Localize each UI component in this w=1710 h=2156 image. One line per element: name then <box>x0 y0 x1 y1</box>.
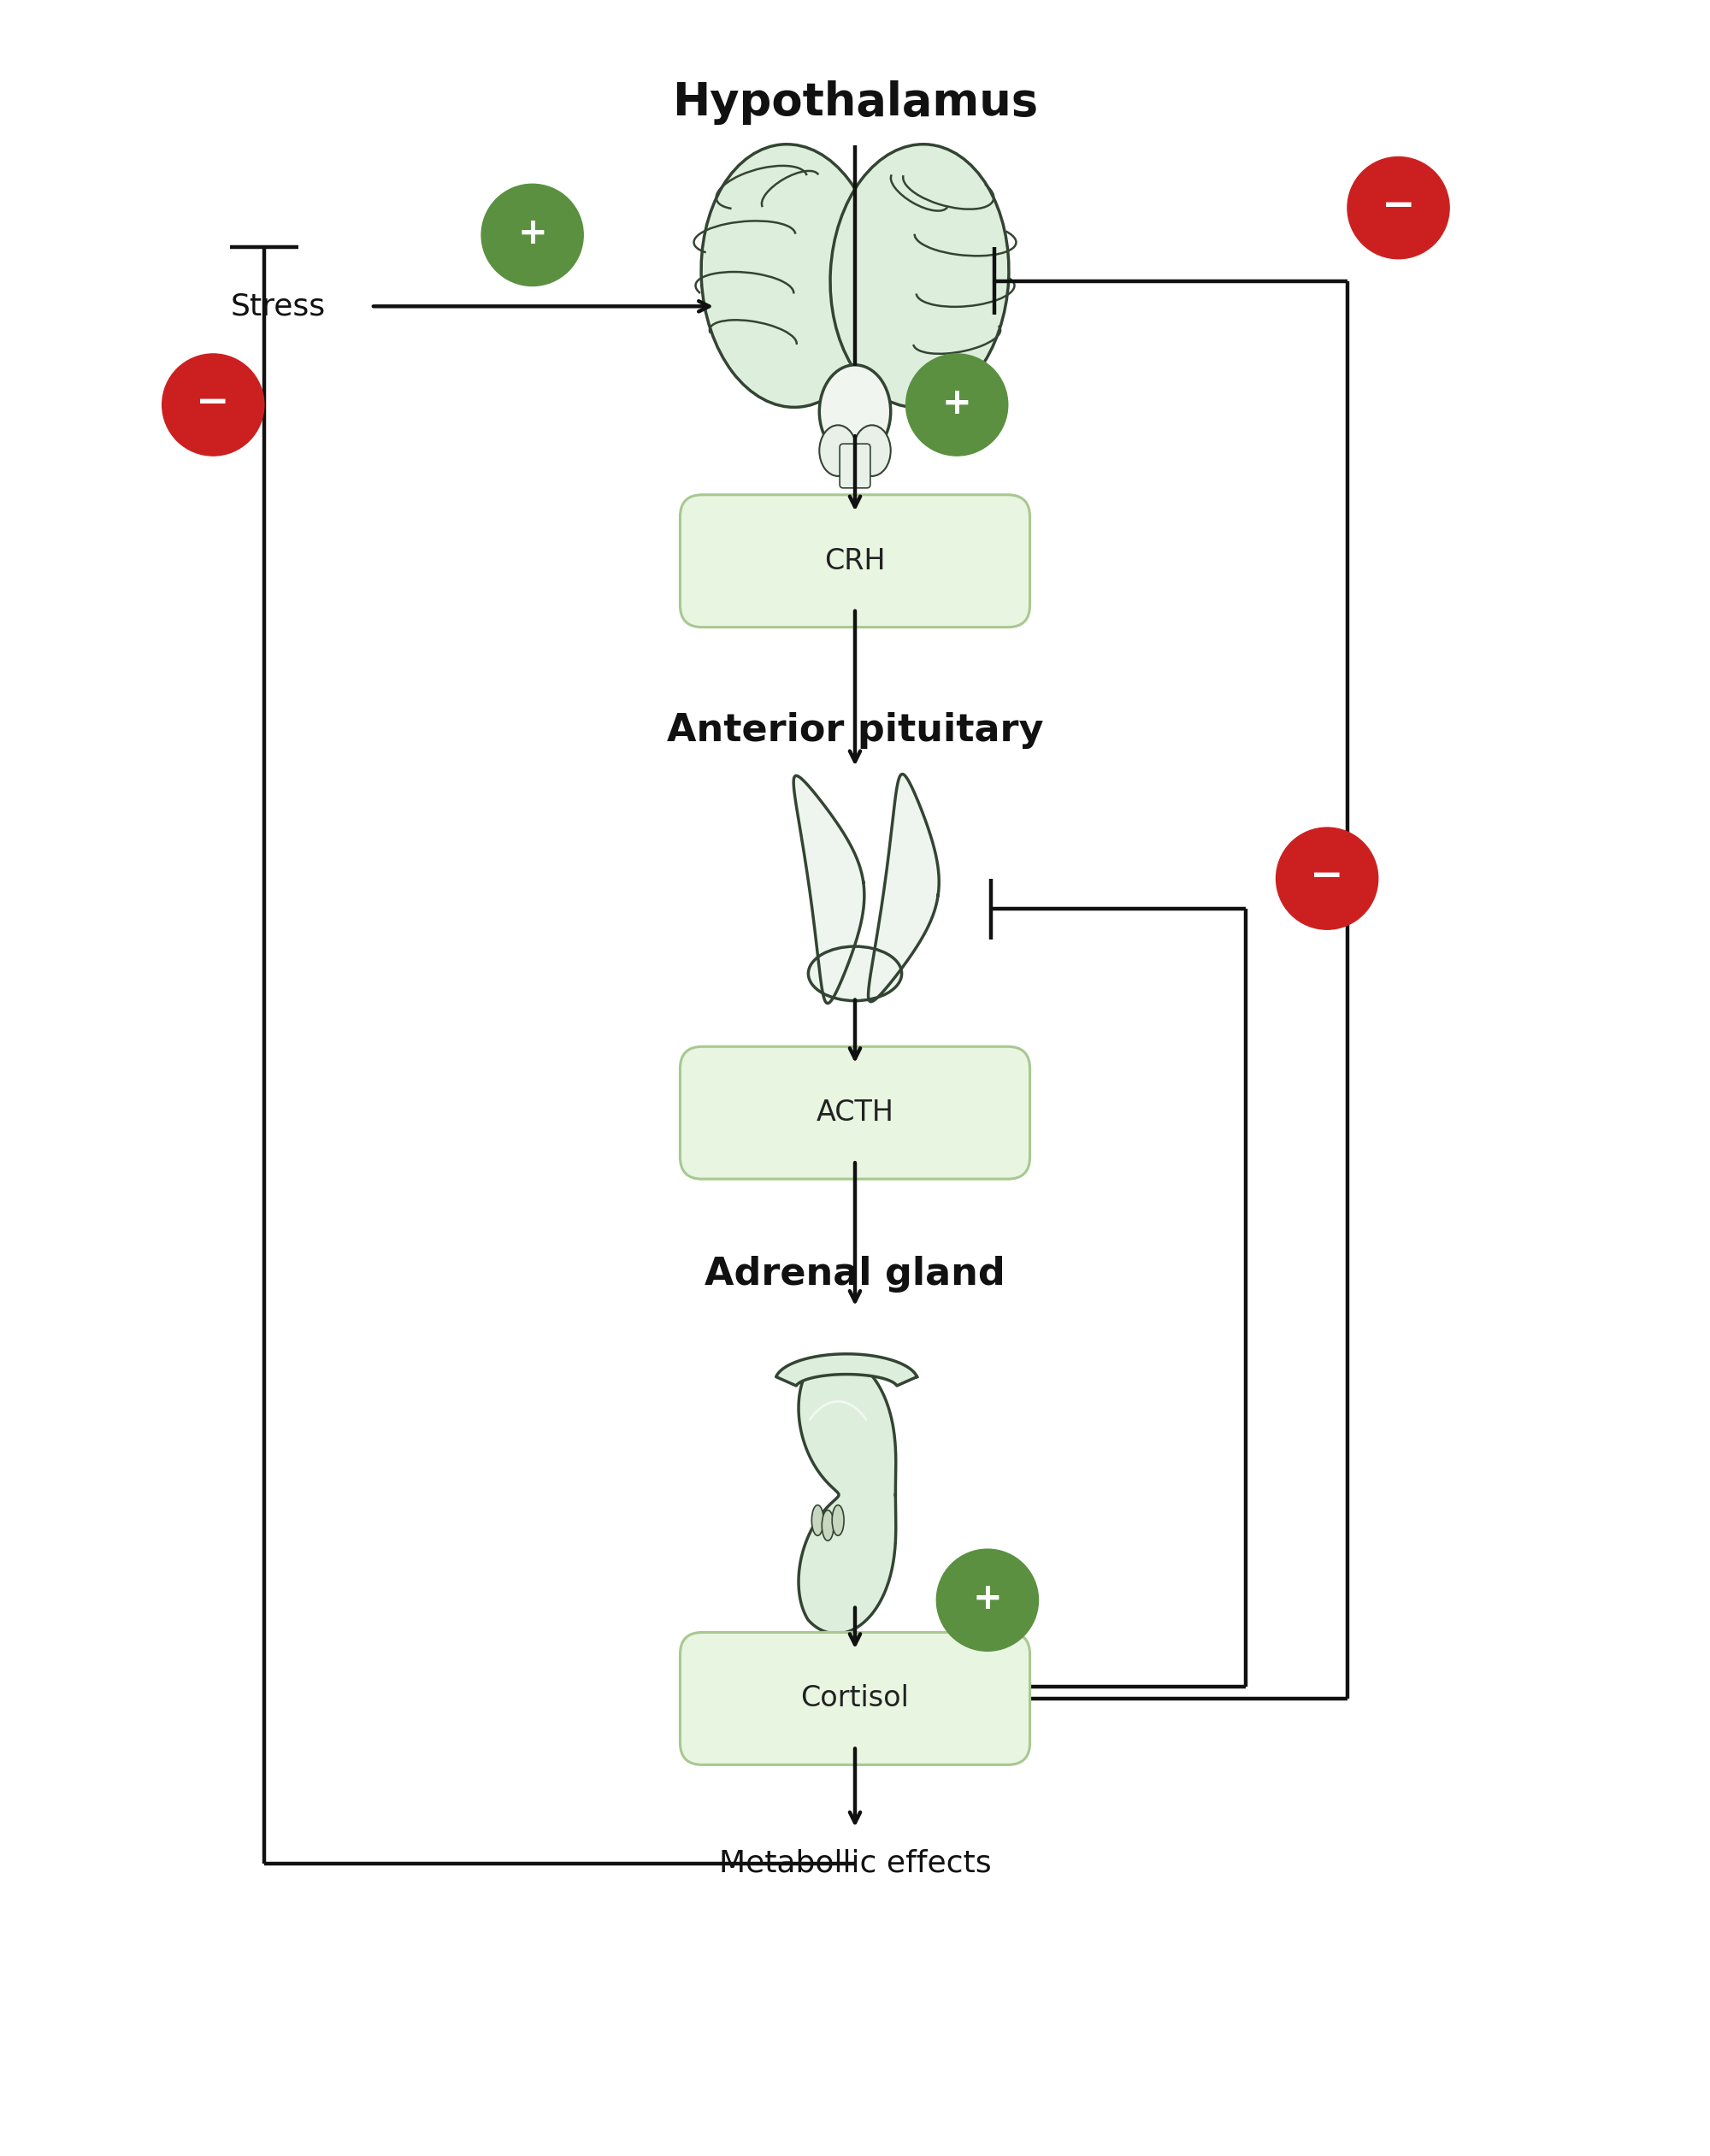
Circle shape <box>482 183 583 287</box>
Ellipse shape <box>831 144 1009 407</box>
Text: −: − <box>1382 188 1416 226</box>
FancyBboxPatch shape <box>840 444 870 487</box>
FancyBboxPatch shape <box>681 1632 1029 1766</box>
Ellipse shape <box>809 946 901 1000</box>
Ellipse shape <box>819 425 857 476</box>
Text: +: + <box>518 216 547 252</box>
Text: ACTH: ACTH <box>816 1100 894 1128</box>
Text: +: + <box>973 1580 1002 1617</box>
Ellipse shape <box>853 425 891 476</box>
Polygon shape <box>793 776 864 1003</box>
Ellipse shape <box>823 1509 834 1542</box>
Text: −: − <box>1310 858 1344 897</box>
Text: Hypothalamus: Hypothalamus <box>672 80 1038 125</box>
Circle shape <box>162 354 263 455</box>
Ellipse shape <box>701 144 879 407</box>
Circle shape <box>937 1550 1038 1651</box>
Circle shape <box>1276 828 1378 929</box>
Text: Metabollic effects: Metabollic effects <box>718 1848 992 1878</box>
Circle shape <box>906 354 1007 455</box>
Text: −: − <box>197 384 231 423</box>
Polygon shape <box>776 1354 917 1386</box>
Polygon shape <box>799 1356 896 1634</box>
Text: CRH: CRH <box>824 548 886 576</box>
Ellipse shape <box>819 364 891 459</box>
Text: Cortisol: Cortisol <box>800 1684 910 1712</box>
Polygon shape <box>869 774 939 1003</box>
Text: Anterior pituitary: Anterior pituitary <box>667 711 1043 748</box>
Text: +: + <box>942 386 971 420</box>
Text: Adrenal gland: Adrenal gland <box>705 1255 1005 1291</box>
FancyBboxPatch shape <box>681 494 1029 627</box>
Text: Stress: Stress <box>231 291 325 321</box>
Ellipse shape <box>833 1505 845 1535</box>
FancyBboxPatch shape <box>681 1046 1029 1179</box>
Circle shape <box>1347 157 1450 259</box>
Ellipse shape <box>812 1505 824 1535</box>
